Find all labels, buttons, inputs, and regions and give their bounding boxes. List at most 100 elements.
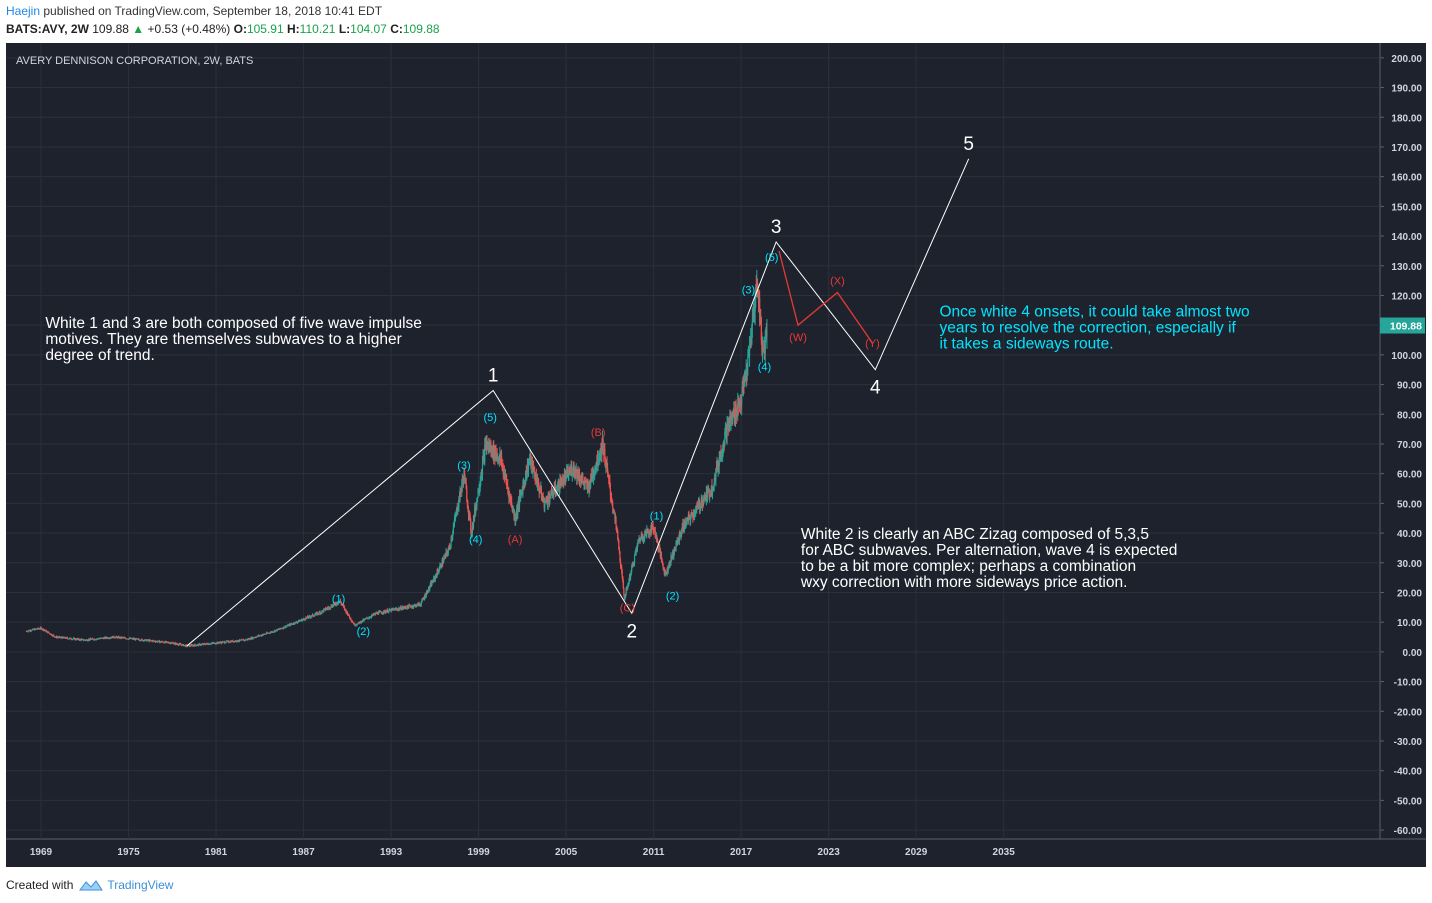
candle-body bbox=[656, 536, 658, 540]
author-link[interactable]: Haejin bbox=[6, 4, 41, 18]
candle-body bbox=[627, 584, 629, 586]
chart-container[interactable]: 200.00 190.00 180.00 170.00 160.00 150.00 140.… bbox=[6, 43, 1426, 867]
candle-body bbox=[30, 630, 33, 632]
footer: Created with TradingView bbox=[6, 878, 173, 892]
created-with-text: Created with bbox=[6, 878, 74, 892]
candle-body bbox=[475, 506, 477, 508]
candle-body bbox=[92, 638, 94, 640]
candle-body bbox=[279, 627, 282, 629]
candle-body bbox=[439, 566, 441, 570]
candle-body bbox=[391, 608, 393, 612]
candle-body bbox=[443, 556, 445, 559]
candle-body bbox=[581, 479, 583, 480]
open-label: O: bbox=[233, 22, 247, 36]
candle-body bbox=[461, 484, 463, 492]
y-tick-label: -20.00 bbox=[1394, 707, 1423, 718]
candle-body bbox=[678, 532, 681, 542]
candle-body bbox=[684, 521, 686, 527]
candle-body bbox=[572, 472, 574, 475]
candle-body bbox=[739, 401, 742, 405]
candle-body bbox=[304, 619, 306, 621]
candle-body bbox=[506, 484, 508, 486]
candle-body bbox=[138, 638, 140, 640]
candle-body bbox=[422, 598, 424, 600]
candle-body bbox=[612, 503, 614, 509]
candle-body bbox=[668, 564, 670, 569]
candle-body bbox=[622, 581, 624, 589]
candle-body bbox=[288, 624, 290, 626]
candle-body bbox=[249, 638, 251, 640]
candle-body bbox=[438, 570, 440, 573]
candle-body bbox=[546, 500, 548, 504]
candle-body bbox=[708, 489, 710, 497]
chart-title: AVERY DENNISON CORPORATION, 2W, BATS bbox=[16, 55, 253, 67]
candle-body bbox=[712, 486, 714, 492]
candle-body bbox=[300, 620, 302, 622]
candle-body bbox=[345, 608, 347, 611]
candle-body bbox=[77, 638, 80, 640]
candle-body bbox=[425, 592, 428, 596]
price-chart[interactable]: 200.00190.00180.00170.00160.00150.00140.… bbox=[6, 43, 1426, 867]
candle-body bbox=[451, 535, 453, 540]
candle-body bbox=[172, 642, 175, 645]
candle-body bbox=[223, 641, 226, 643]
candle-body bbox=[249, 639, 251, 641]
candle-body bbox=[481, 473, 483, 475]
candle-body bbox=[72, 638, 74, 640]
candle-body bbox=[561, 477, 563, 486]
candle-body bbox=[445, 551, 447, 557]
candle-body bbox=[568, 470, 571, 473]
candle-body bbox=[517, 505, 519, 514]
candle-body bbox=[717, 463, 719, 470]
cyan-wave-label: (4) bbox=[758, 362, 771, 374]
candle-body bbox=[471, 532, 473, 536]
candle-body bbox=[598, 458, 600, 464]
candle-body bbox=[554, 484, 557, 492]
tradingview-brand[interactable]: TradingView bbox=[79, 878, 173, 892]
candle-body bbox=[567, 469, 569, 477]
candle-body bbox=[571, 474, 573, 476]
candle-body bbox=[274, 630, 277, 632]
candle-body bbox=[340, 602, 342, 604]
candle-body bbox=[679, 532, 681, 535]
candle-body bbox=[682, 523, 684, 530]
candle-body bbox=[520, 492, 522, 496]
candle-body bbox=[627, 584, 629, 589]
candle-body bbox=[308, 616, 310, 618]
candle-body bbox=[625, 589, 627, 596]
candle-body bbox=[765, 334, 767, 338]
candle-body bbox=[400, 606, 402, 610]
candle-body bbox=[454, 516, 457, 518]
candle-body bbox=[587, 484, 589, 488]
candle-body bbox=[669, 563, 672, 565]
candle-body bbox=[651, 524, 653, 527]
candle-body bbox=[559, 480, 562, 486]
candle-body bbox=[238, 641, 240, 642]
candle-body bbox=[404, 606, 406, 608]
candle-body bbox=[497, 456, 499, 460]
candle-body bbox=[370, 617, 372, 619]
candle-body bbox=[681, 526, 683, 532]
candle-body bbox=[314, 614, 316, 616]
candle-body bbox=[269, 632, 272, 634]
candle-body bbox=[286, 625, 288, 627]
white-wave-label-4: 4 bbox=[870, 378, 881, 399]
candle-body bbox=[568, 470, 570, 475]
candle-body bbox=[759, 297, 761, 322]
candle-body bbox=[648, 532, 650, 535]
candle-body bbox=[273, 631, 275, 633]
candle-body bbox=[630, 570, 632, 576]
candle-body bbox=[127, 639, 130, 640]
candle-body bbox=[59, 636, 61, 638]
candle-body bbox=[724, 431, 726, 445]
candle-body bbox=[327, 608, 329, 610]
candle-body bbox=[681, 531, 683, 534]
candle-body bbox=[401, 607, 403, 610]
candle-body bbox=[302, 619, 304, 621]
candle-body bbox=[428, 586, 430, 593]
candle-body bbox=[514, 514, 516, 522]
candle-body bbox=[364, 619, 366, 620]
candle-body bbox=[760, 315, 762, 318]
candle-body bbox=[159, 641, 161, 643]
candle-body bbox=[341, 604, 343, 605]
